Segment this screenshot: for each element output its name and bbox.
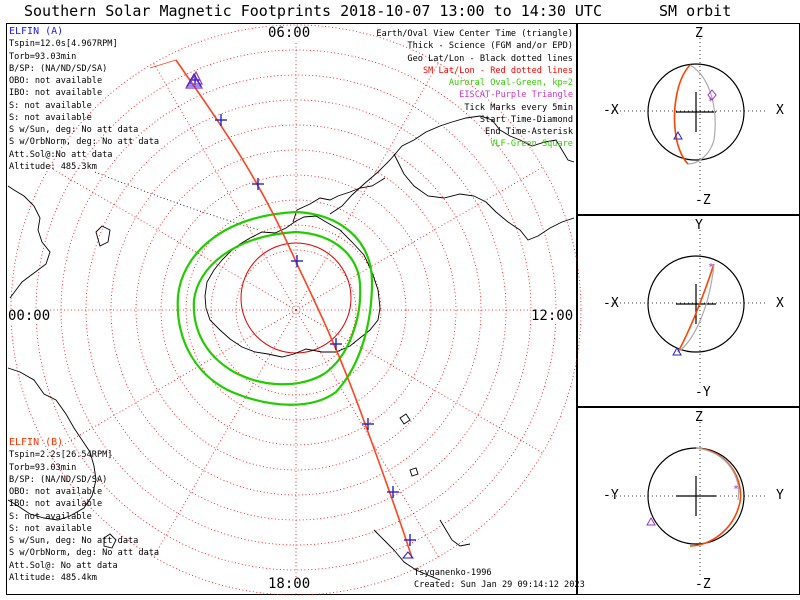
legend-item: VLF-Green Square (490, 139, 573, 150)
auroral-oval-outer (176, 210, 374, 406)
orbit-path-a (677, 263, 715, 353)
orbit-path-b (687, 64, 716, 165)
tasmania-coastline (103, 533, 117, 549)
map-legend: Earth/Oval View Center Time (triangle) T… (376, 28, 573, 151)
elfin-a-name: ELFIN (A) (9, 26, 64, 37)
islands-small (399, 413, 419, 477)
orbit3-right-label: Y (776, 488, 784, 503)
auroral-oval-inner (192, 230, 362, 386)
orbit-path-b (695, 447, 740, 501)
svg-text:*: * (708, 97, 713, 107)
elfin-b-line: B/SP: (NA/ND/SD/SA) (9, 474, 108, 485)
orbit2-right-label: X (776, 296, 784, 311)
svg-text:*: * (733, 484, 739, 495)
elfin-a-line: Torb=93.03min (9, 51, 77, 62)
clock-label-left: 00:00 (8, 308, 51, 324)
orbit2-bottom-label: -Y (695, 385, 711, 400)
legend-item: Auroral Oval-Green, kp=2 (448, 78, 573, 88)
elfin-a-line: S w/Sun, deg: No att data (9, 125, 139, 135)
elfin-b-name: ELFIN (B) (9, 437, 64, 448)
island-coastline (95, 225, 111, 247)
elfin-b-line: S: not available (9, 523, 92, 534)
africa-coastline (7, 185, 51, 299)
elfin-a-line: B/SP: (NA/ND/SD/SA) (9, 63, 108, 74)
elfin-a-line: S w/OrbNorm, deg: No att data (9, 137, 160, 148)
clock-label-top: 06:00 (268, 25, 311, 41)
elfin-b-line: Att.Sol@: No att data (9, 560, 118, 571)
geo-longitude-line (94, 171, 261, 231)
elfin-a-line: OBO: not available (9, 76, 103, 86)
clock-label-right: 12:00 (531, 308, 574, 324)
legend-item: Earth/Oval View Center Time (triangle) (376, 29, 573, 39)
elfin-b-line: S w/OrbNorm, deg: No att data (9, 548, 160, 559)
clock-label-bottom: 18:00 (268, 576, 311, 592)
orbit3-top-label: Z (695, 410, 703, 425)
sm-longitude-lines (7, 24, 576, 594)
elfin-a-line: Tspin=12.0s[4.967RPM] (9, 39, 118, 50)
orbit2-top-label: Y (695, 218, 703, 233)
new-zealand-north (439, 519, 471, 547)
orbit1-bottom-label: -Z (695, 193, 711, 208)
elfin-b-line: OBO: not available (9, 487, 103, 497)
footprint-map-frame (6, 23, 577, 595)
svg-text:*: * (708, 262, 714, 273)
south-america-interior (393, 153, 575, 241)
orbit1-right-label: X (776, 103, 784, 118)
orbit3-bottom-label: -Z (695, 577, 711, 592)
elfin-a-line: S: not available (9, 100, 92, 111)
elfin-b-line: IBO: not available (9, 499, 103, 510)
legend-item: EISCAT-Purple Triangle (459, 90, 573, 101)
view-center-triangle (186, 73, 202, 87)
elfin-track-thin (149, 59, 177, 69)
orbit-panel-xz: * (612, 38, 768, 192)
elfin-b-line: S w/Sun, deg: No att data (9, 536, 139, 546)
orbit3-left-label: -Y (603, 488, 619, 503)
elfin-a-info: ELFIN (A) Tspin=12.0s[4.967RPM] Torb=93.… (9, 26, 159, 173)
legend-item: Start Time-Diamond (479, 114, 573, 125)
elfin-b-line: S: not available (9, 511, 92, 522)
legend-item: SM Lat/Lon - Red dotted lines (422, 65, 573, 76)
south-america-coastline (329, 115, 575, 215)
antarctica-coastline (204, 215, 381, 358)
elfin-a-line: IBO: not available (9, 88, 103, 99)
elfin-footprint-track (175, 59, 413, 559)
orbit-path-a (673, 64, 691, 165)
elfin-b-info: ELFIN (B) Tspin=2.2s[26.54RPM] Torb=93.0… (9, 437, 159, 584)
end-marker (401, 551, 415, 559)
antarctic-peninsula (292, 177, 386, 223)
created-label: Created: Sun Jan 29 09:14:12 2023 (414, 580, 585, 590)
legend-item: Tick Marks every 5min (464, 102, 573, 113)
plot-title: Southern Solar Magnetic Footprints 2018-… (24, 2, 602, 20)
model-label: Tsyganenko-1996 (414, 568, 492, 578)
orbit-path-b (677, 263, 715, 353)
elfin-a-line: Att.Sol@:No att data (9, 149, 113, 160)
orbit-panel-yz: * (612, 422, 768, 578)
elfin-b-line: Torb=93.03min (9, 462, 77, 473)
elfin-b-line: Altitude: 485.4km (9, 572, 97, 583)
legend-item: End Time-Asterisk (485, 127, 573, 137)
legend-item: Thick - Science (FGM and/or EPD) (407, 41, 573, 52)
elfin-a-line: Altitude: 485.3km (9, 161, 97, 172)
elfin-a-line: S: not available (9, 112, 92, 123)
orbit-path-a (689, 447, 742, 547)
eiscat-triangle-marker (184, 70, 204, 89)
orbit-title: SM orbit (659, 2, 732, 20)
orbit2-left-label: -X (603, 296, 619, 311)
elfin-b-line: Tspin=2.2s[26.54RPM] (9, 450, 113, 461)
australia-coastline (7, 367, 97, 521)
new-zealand-coastline (373, 529, 441, 581)
orbit1-left-label: -X (603, 103, 619, 118)
orbit-panel-xy: * (612, 230, 768, 383)
legend-item: Geo Lat/Lon - Black dotted lines (407, 53, 573, 64)
orbit1-top-label: Z (695, 26, 703, 41)
